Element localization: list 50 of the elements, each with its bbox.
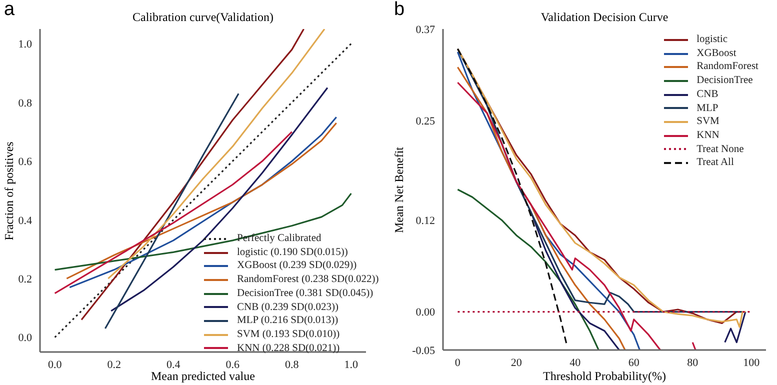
x-tick-label: 0.4: [166, 358, 181, 371]
chart-title: Validation Decision Curve: [540, 10, 670, 25]
text: b: [394, 0, 405, 21]
x-tick-label: 40: [570, 356, 582, 369]
y-tick-label: 0.37: [416, 24, 436, 36]
legend-label: XGBoost: [696, 46, 736, 60]
x-tick-label: 60: [628, 356, 640, 369]
legend-label: KNN (0.228 SD(0.021)): [237, 342, 340, 356]
legend-label: logistic: [696, 33, 728, 47]
legend-label: RandomForest: [696, 60, 758, 74]
chart-title: Calibration curve(Validation): [132, 10, 274, 25]
legend-label: Perfectly Calibrated: [237, 232, 322, 246]
legend-label: DecisionTree (0.381 SD(0.045)): [237, 286, 374, 301]
y-tick-label: 0.4: [18, 214, 32, 227]
x-tick-label: 80: [687, 356, 699, 369]
legend-label: MLP (0.216 SD(0.013)): [237, 314, 338, 328]
y-tick-label: 0.25: [416, 116, 436, 128]
y-tick-label: 0.2: [18, 273, 32, 286]
legend-label: MLP: [696, 102, 718, 116]
legend-label: SVM (0.193 SD(0.010)): [237, 328, 340, 342]
y-tick-label: 1.0: [18, 38, 32, 51]
text: a: [4, 0, 15, 21]
y-tick-label: 0.6: [18, 156, 32, 168]
y-axis-title: Fraction of positives: [2, 140, 16, 242]
x-tick-label: 0: [454, 356, 461, 369]
legend-label: RandomForest (0.238 SD(0.022)): [237, 273, 379, 287]
x-tick-label: 0.2: [107, 358, 121, 371]
x-axis-title: Mean predicted value: [150, 369, 256, 383]
y-tick-label: 0.12: [416, 214, 435, 227]
y-tick-label: 0.00: [416, 306, 436, 319]
legend-label: logistic (0.190 SD(0.015)): [237, 246, 348, 260]
legend-label: KNN: [696, 128, 720, 143]
legend-label: Treat All: [696, 156, 734, 170]
legend-label: CNB: [696, 88, 718, 102]
x-tick-label: 0.8: [285, 358, 300, 371]
y-axis-title: Mean Net Benefit: [392, 146, 406, 235]
legend-label: XGBoost (0.239 SD(0.029)): [237, 259, 357, 274]
x-tick-label: 1.0: [344, 358, 359, 371]
legend-label: CNB (0.239 SD(0.023)): [237, 300, 338, 314]
x-tick-label: 20: [510, 356, 522, 369]
legend-label: Treat None: [696, 142, 744, 156]
x-tick-label: 0.0: [48, 358, 62, 371]
legend-label: SVM: [696, 115, 720, 129]
y-tick-label: -0.05: [412, 344, 436, 357]
y-tick-label: 0.8: [18, 97, 32, 110]
x-axis-title: Threshold Probability(%): [542, 369, 667, 383]
legend-label: DecisionTree: [696, 74, 753, 88]
x-tick-label: 0.6: [226, 358, 240, 371]
x-tick-label: 100: [743, 356, 760, 369]
y-tick-label: 0.0: [18, 332, 32, 344]
